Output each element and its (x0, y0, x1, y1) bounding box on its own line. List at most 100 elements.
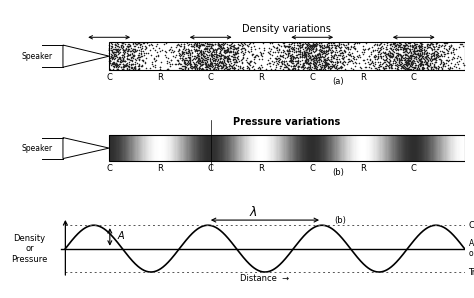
Text: C: C (208, 73, 214, 82)
Point (211, 46, 219, 51)
Point (323, 49, 330, 53)
Point (389, 46, 397, 51)
Point (416, 48, 423, 52)
Point (413, 47, 421, 52)
Point (207, 57, 214, 62)
Point (316, 54, 324, 59)
Bar (313, 135, 314, 161)
Point (163, 67, 171, 72)
Point (195, 66, 203, 71)
Point (306, 55, 314, 59)
Bar (329, 135, 331, 161)
Point (383, 52, 390, 57)
Point (216, 43, 223, 48)
Point (106, 58, 113, 63)
Point (436, 49, 444, 54)
Point (113, 49, 121, 54)
Point (332, 65, 339, 70)
Point (211, 64, 219, 69)
Bar (363, 135, 364, 161)
Point (107, 66, 114, 71)
Point (132, 41, 140, 46)
Point (126, 42, 134, 47)
Point (201, 45, 209, 50)
Point (206, 59, 213, 64)
Point (130, 54, 137, 59)
Point (234, 57, 241, 61)
Point (192, 41, 200, 46)
Point (353, 56, 360, 61)
Point (388, 50, 396, 55)
Point (190, 60, 197, 65)
Point (239, 50, 246, 55)
Point (319, 62, 327, 67)
Point (207, 41, 214, 46)
Point (235, 64, 242, 69)
Point (340, 54, 348, 59)
Point (217, 44, 224, 49)
Point (405, 59, 412, 64)
Point (409, 44, 417, 48)
Point (379, 50, 387, 55)
Point (403, 53, 411, 58)
Point (258, 54, 265, 59)
Point (365, 46, 372, 51)
Point (428, 48, 436, 53)
Point (193, 49, 201, 53)
Point (168, 61, 176, 66)
Point (375, 66, 383, 71)
Point (197, 49, 204, 53)
Point (307, 55, 314, 59)
Point (301, 55, 308, 59)
Point (181, 63, 188, 68)
Point (283, 48, 291, 52)
Point (305, 42, 313, 46)
Point (246, 60, 254, 65)
Point (380, 58, 388, 63)
Point (374, 52, 382, 57)
Point (117, 44, 125, 49)
Point (324, 62, 331, 67)
Point (234, 51, 241, 55)
Point (223, 50, 230, 55)
Point (121, 59, 129, 64)
Point (411, 64, 419, 69)
Point (379, 46, 386, 50)
Bar (312, 135, 313, 161)
Point (203, 48, 211, 53)
Point (296, 43, 304, 48)
Point (208, 46, 216, 50)
Point (108, 61, 115, 66)
Point (396, 58, 404, 63)
Point (276, 54, 284, 59)
Point (225, 56, 233, 61)
Point (402, 61, 410, 66)
Point (229, 43, 237, 48)
Point (124, 44, 132, 48)
Point (288, 67, 296, 72)
Point (229, 47, 237, 52)
Point (384, 52, 392, 57)
Point (197, 55, 205, 60)
Point (327, 49, 335, 54)
Point (302, 48, 310, 53)
Point (415, 46, 422, 51)
Point (206, 42, 214, 46)
Point (278, 58, 285, 63)
Point (124, 56, 132, 61)
Text: (b): (b) (334, 215, 346, 225)
Point (413, 51, 421, 56)
Point (342, 43, 350, 48)
Point (284, 54, 292, 59)
Bar (168, 135, 170, 161)
Point (305, 41, 312, 46)
Point (419, 66, 426, 71)
Point (120, 65, 128, 69)
Point (182, 65, 190, 70)
Point (223, 48, 231, 53)
Point (309, 41, 317, 46)
Point (383, 41, 391, 45)
Point (317, 55, 325, 60)
Point (218, 60, 226, 64)
Point (146, 42, 153, 47)
